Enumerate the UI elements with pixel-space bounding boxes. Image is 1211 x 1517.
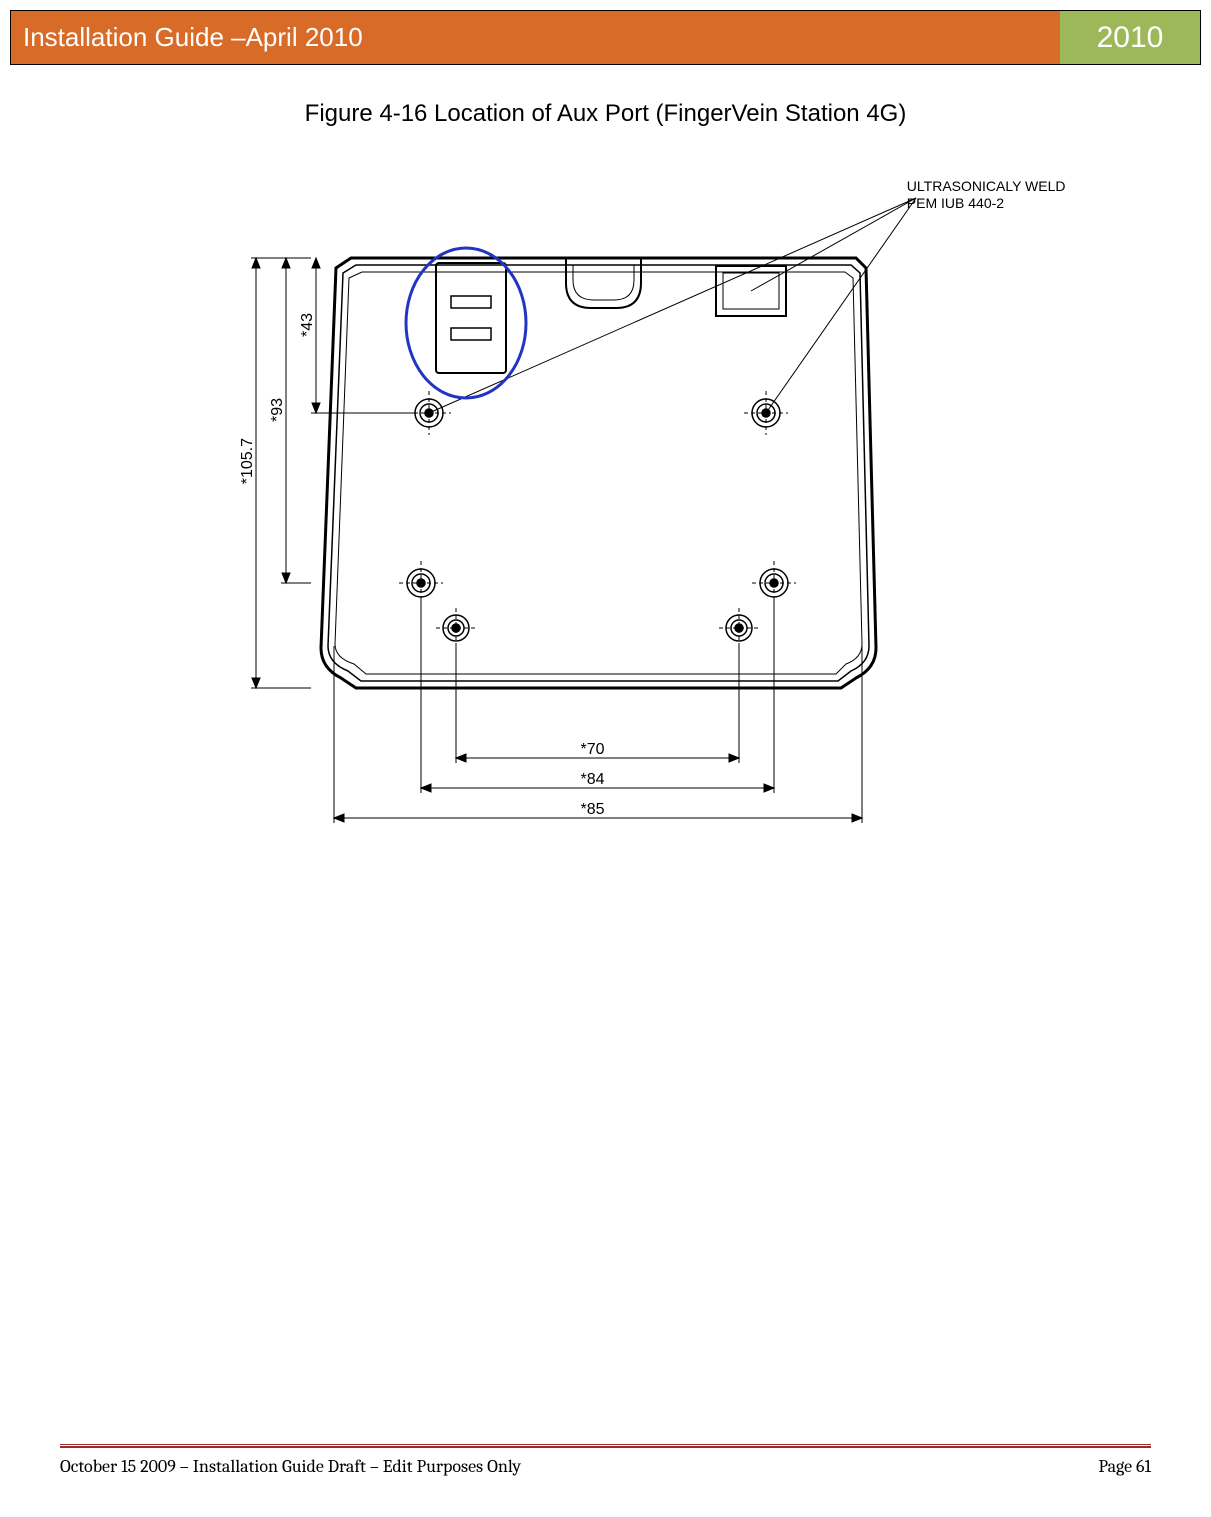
dim-43: *43 — [299, 313, 317, 337]
page-header: Installation Guide –April 2010 2010 — [10, 10, 1201, 65]
technical-diagram: ULTRASONICALY WELD PEM IUB 440-2 *43 *93… — [156, 168, 1056, 868]
annotation-line2: PEM IUB 440-2 — [907, 195, 1066, 212]
dim-84: *84 — [581, 771, 605, 789]
annotation-line1: ULTRASONICALY WELD — [907, 178, 1066, 195]
footer-text: October 15 2009 – Installation Guide Dra… — [60, 1456, 1151, 1477]
dim-105: *105.7 — [239, 438, 257, 484]
footer-divider — [60, 1444, 1151, 1448]
dim-85: *85 — [581, 801, 605, 819]
dim-93: *93 — [269, 398, 287, 422]
figure-caption: Figure 4-16 Location of Aux Port (Finger… — [10, 100, 1201, 128]
aux-port-highlight — [406, 248, 526, 398]
footer-right: Page 61 — [1098, 1456, 1151, 1477]
dim-70: *70 — [581, 741, 605, 759]
weld-annotation: ULTRASONICALY WELD PEM IUB 440-2 — [907, 178, 1066, 212]
footer-left: October 15 2009 – Installation Guide Dra… — [60, 1456, 521, 1477]
header-title: Installation Guide –April 2010 — [11, 11, 1060, 64]
page-footer: October 15 2009 – Installation Guide Dra… — [60, 1444, 1151, 1477]
header-year: 2010 — [1060, 11, 1200, 64]
diagram-svg — [156, 168, 1056, 868]
